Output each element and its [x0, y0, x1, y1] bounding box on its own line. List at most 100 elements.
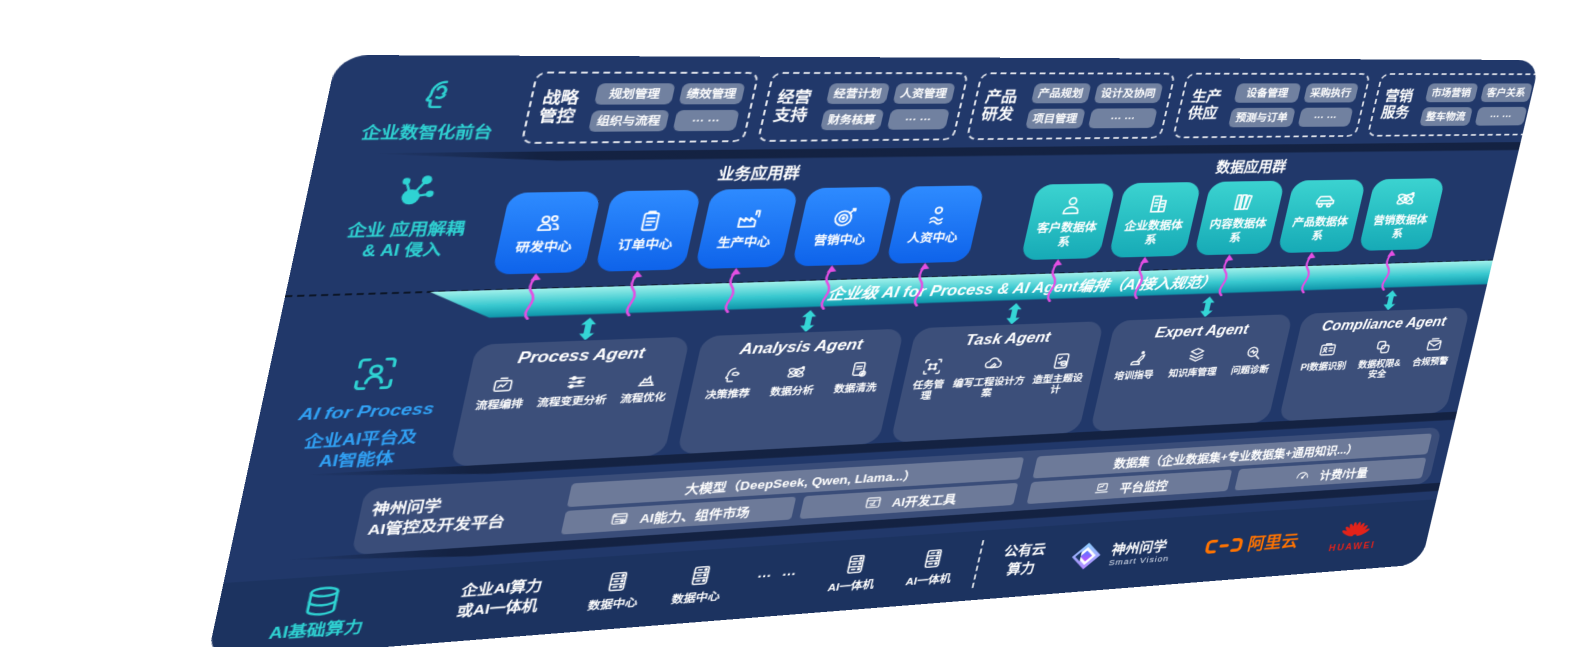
platform-cell-label: 计费/计量	[1318, 465, 1370, 482]
agent-items: 培训指导 知识库管理 问题诊断	[1107, 341, 1281, 382]
front-office-group: 产品研发 产品规划 设计及协同 项目管理… …	[965, 72, 1177, 140]
scan-person-icon	[345, 351, 406, 396]
agent-card: Expert Agent 培训指导 知识库管理 问题诊断	[1090, 313, 1293, 432]
agent-card-cell: Compliance Agent PI数据识别 数据权限& 安全 合规预警	[1278, 289, 1471, 422]
clipboard-icon	[632, 207, 668, 234]
tile-label: 研发中心	[514, 239, 574, 255]
agent-item: 知识库管理	[1167, 344, 1223, 380]
agent-item-label: 决策推荐	[704, 387, 751, 401]
agent-item-label: 知识库管理	[1167, 366, 1218, 379]
double-arrow-icon	[1004, 302, 1025, 325]
server-icon	[918, 546, 949, 571]
agent-title: Expert Agent	[1153, 321, 1251, 341]
agent-item-label: 任务管理	[911, 378, 946, 402]
module-pill: 采购执行	[1302, 83, 1359, 103]
agent-item: 问题诊断	[1230, 342, 1275, 377]
agent-title: Process Agent	[516, 344, 647, 367]
front-office-group-label: 产品研发	[980, 89, 1019, 123]
module-pill: 设计及协同	[1093, 83, 1164, 103]
team-icon	[531, 209, 568, 237]
tile-label: 客户数据体系	[1035, 220, 1099, 249]
platform-cell-label: AI能力、组件市场	[638, 504, 752, 526]
car-icon	[1310, 188, 1340, 213]
agent-item: 合规预警	[1411, 334, 1454, 368]
divider	[971, 539, 985, 588]
tile-cell: 订单中心	[594, 189, 702, 271]
ai-platform-label-col: AI for Process 企业AI平台及 AI智能体	[256, 344, 477, 477]
agent-title: Analysis Agent	[738, 336, 865, 358]
tile-label: 营销中心	[812, 233, 867, 248]
tile-cell: 研发中心	[491, 190, 602, 274]
tile-cell: 产品数据体系	[1277, 179, 1367, 253]
business-tile: 人资中心	[885, 184, 986, 264]
module-pill: 客户关系	[1479, 83, 1533, 102]
front-office-group: 生产供应 设备管理 采购执行 预测与订单… …	[1172, 72, 1371, 138]
data-tile: 产品数据体系	[1277, 179, 1367, 253]
agent-item-label: 流程编排	[474, 397, 525, 412]
platform-cell-label: 平台监控	[1118, 478, 1170, 495]
person-icon	[1056, 193, 1088, 219]
agent-card: Process Agent 流程编排 流程变更分析 流程优化	[449, 336, 691, 467]
infra-label: AI基础算力	[267, 618, 365, 643]
factory-icon	[731, 205, 766, 232]
double-arrow-icon	[1381, 289, 1400, 311]
robot-icon	[1125, 347, 1151, 368]
infra-node-label: 数据中心	[670, 591, 722, 607]
tile-label: 企业数据体系	[1123, 219, 1185, 246]
agent-item: 数据分析	[769, 361, 820, 399]
alicloud-logo: 阿里云	[1203, 528, 1301, 558]
data-tile: 企业数据体系	[1108, 181, 1202, 258]
agent-card-cell: Analysis Agent 决策推荐 数据分析 数据清洗	[677, 309, 905, 454]
alicloud-brackets-icon	[1204, 535, 1245, 555]
module-pill: 人资管理	[892, 83, 956, 104]
agent-item-label: 合规预警	[1411, 355, 1450, 368]
module-pill: 绩效管理	[678, 83, 745, 105]
front-office-label: 企业数智化前台	[359, 124, 494, 143]
server-icon	[684, 563, 717, 589]
front-office-row: 企业数智化前台 战略管控 规划管理 绩效管理 组织与流程… … 经营支持 经营计划 人资管理…	[316, 55, 1544, 153]
layers-icon	[1184, 344, 1210, 365]
module-pill: 预测与订单	[1228, 107, 1296, 128]
sliders-icon	[561, 370, 591, 393]
building-icon	[1143, 191, 1175, 216]
module-pill: 项目管理	[1024, 108, 1086, 129]
front-office-group: 战略管控 规划管理 绩效管理 组织与流程… …	[520, 71, 760, 144]
flow-box-icon	[488, 373, 519, 396]
medal-icon	[633, 367, 663, 390]
enterprise-compute-label: 企业AI算力 或AI一体机	[455, 578, 544, 620]
front-office-group: 经营支持 经营计划 人资管理 财务核算… …	[756, 71, 969, 142]
front-office-group-label: 经营支持	[771, 89, 814, 124]
data-tile: 营销数据体系	[1358, 177, 1446, 251]
agent-title: Task Agent	[963, 328, 1053, 349]
front-office-label-col: 企业数智化前台	[327, 71, 536, 145]
agent-item-label: 数据分析	[769, 384, 815, 398]
agent-item-label: PI数据识别	[1299, 360, 1348, 373]
agent-card: Compliance Agent PI数据识别 数据权限& 安全 合规预警	[1278, 307, 1471, 422]
agent-items: PI数据识别 数据权限& 安全 合规预警	[1292, 334, 1459, 384]
app-layer-label: 企业 应用解耦 & AI 侵入	[345, 220, 467, 261]
agent-item: PI数据识别	[1299, 338, 1352, 373]
server-icon	[840, 552, 871, 577]
agent-item: 流程变更分析	[536, 369, 614, 409]
infra-node: AI一体机	[904, 545, 958, 589]
agent-card-cell: Process Agent 流程编排 流程变更分析 流程优化	[449, 316, 691, 467]
monitor-icon	[1091, 479, 1113, 497]
architecture-board: 企业数智化前台 战略管控 规划管理 绩效管理 组织与流程… … 经营支持 经营计划 人资管理…	[206, 55, 1544, 647]
module-pill: … …	[886, 108, 950, 130]
agent-card-cell: Expert Agent 培训指导 知识库管理 问题诊断	[1090, 295, 1293, 432]
module-pill: 规划管理	[594, 83, 676, 105]
platform-label: 神州问学 AI管控及开发平台	[366, 498, 507, 539]
cloud-edit-icon	[980, 353, 1007, 375]
tile-cell: 企业数据体系	[1108, 181, 1202, 258]
mail-alert-icon	[1422, 335, 1446, 355]
agent-item: 数据清洗	[833, 358, 883, 395]
app-layer-row: 企业 应用解耦 & AI 侵入 业务应用群 研发中心 订单中心 生产中心 营销中心 人资…	[289, 150, 1519, 280]
agent-item: 决策推荐	[704, 363, 756, 401]
module-pill: 经营计划	[825, 83, 890, 104]
scan-grid-icon	[919, 355, 946, 377]
smartvision-diamond-icon	[1066, 539, 1107, 573]
double-arrow-icon	[797, 309, 819, 333]
agent-item: 编写工程设计方案	[947, 352, 1034, 401]
tile-label: 订单中心	[616, 237, 674, 253]
agent-card: Task Agent 任务管理 编写工程设计方案 造型主题设计	[890, 320, 1105, 443]
